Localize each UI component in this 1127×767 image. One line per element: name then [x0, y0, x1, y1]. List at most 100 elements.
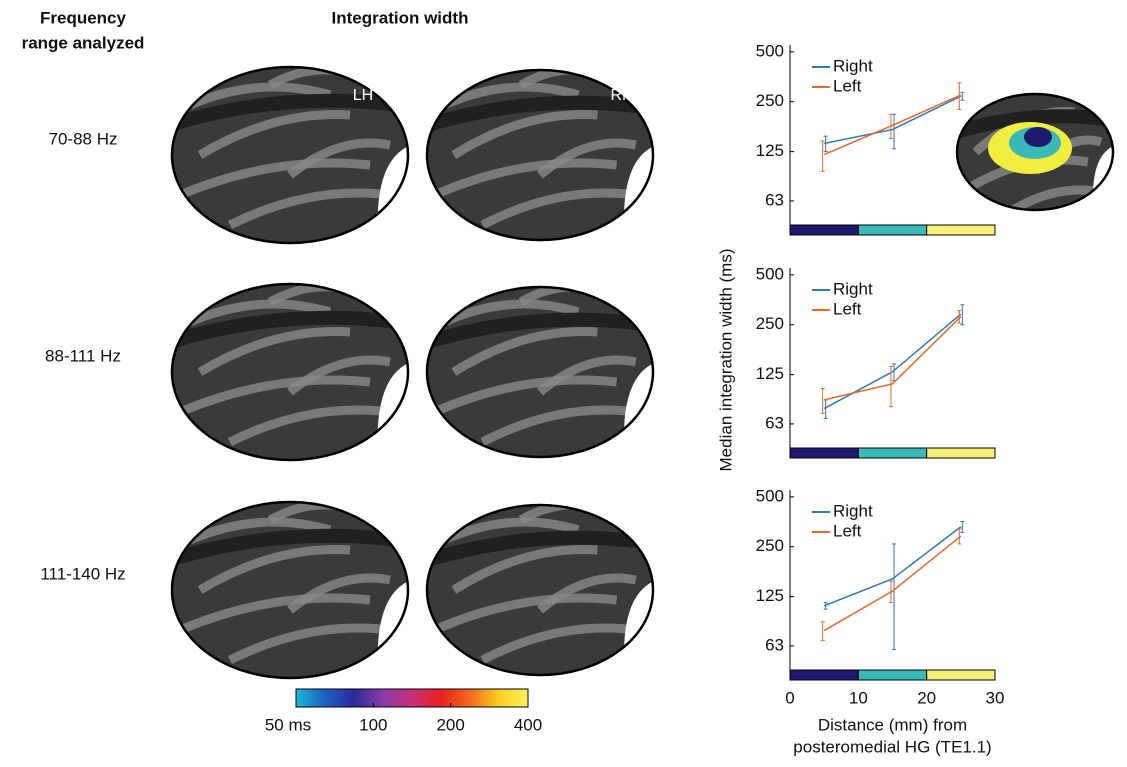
header-middle: Integration width	[332, 8, 469, 27]
brain-fold	[451, 545, 598, 594]
y-tick-label: 63	[765, 635, 784, 654]
brain-image	[427, 287, 653, 457]
x-axis-label: Distance (mm) from	[818, 715, 967, 734]
brain-fold	[442, 517, 580, 545]
hemisphere-label: LH	[353, 87, 373, 104]
error-bar	[820, 388, 825, 414]
y-tick-label: 63	[765, 413, 784, 432]
x-tick-label: 0	[785, 688, 794, 707]
brain-fold	[537, 138, 637, 179]
y-tick-label: 250	[756, 91, 784, 110]
brain-fold	[197, 327, 351, 376]
error-bar	[823, 602, 828, 610]
error-bar	[957, 309, 962, 324]
brain-fold	[432, 375, 618, 417]
x-tick-label: 30	[986, 688, 1005, 707]
x-tick-label: 20	[917, 688, 936, 707]
sulcus	[957, 109, 1113, 139]
brain-fold	[227, 405, 391, 447]
region-band	[789, 669, 859, 681]
legend-label: Right	[833, 56, 873, 75]
colorbar-tick-label: 200	[436, 715, 464, 734]
brain-outline	[170, 500, 410, 680]
brain-fold	[442, 82, 580, 110]
error-bar	[960, 521, 965, 533]
colorbar	[295, 688, 529, 708]
sulcus	[172, 93, 408, 131]
brain-fold	[432, 593, 618, 635]
sulcus	[427, 530, 653, 567]
brain-fold	[451, 110, 598, 159]
y-tick-label: 125	[756, 586, 784, 605]
brain-fold	[480, 405, 637, 446]
legend-label: Left	[833, 76, 862, 95]
region-band	[857, 447, 928, 459]
hemisphere-label: RH	[610, 87, 633, 104]
brain-fold	[442, 299, 580, 327]
brain-fold	[1022, 67, 1088, 82]
y-tick-label: 125	[756, 364, 784, 383]
error-bar	[889, 113, 893, 139]
y-tick-label: 125	[756, 141, 784, 160]
brain-fold	[432, 158, 618, 200]
error-bar	[960, 304, 965, 326]
error-bar	[889, 580, 893, 604]
brain-fold	[537, 573, 637, 614]
sulcus	[172, 528, 408, 566]
sulcus	[427, 312, 653, 349]
y-axis-label: Median integration width (ms)	[716, 249, 735, 472]
brain-outline	[955, 92, 1115, 212]
y-tick-label: 500	[756, 41, 784, 60]
brain-fold	[188, 517, 332, 545]
error-bar	[892, 113, 896, 150]
colorbar-tick-label: 400	[514, 715, 542, 734]
x-axis-label: posteromedial HG (TE1.1)	[793, 737, 991, 756]
error-bar	[960, 91, 965, 101]
brain-fold	[227, 623, 391, 665]
sulcus	[172, 310, 408, 348]
region-band	[789, 224, 859, 236]
y-tick-label: 500	[756, 264, 784, 283]
brain-outline	[170, 65, 410, 245]
legend-label: Left	[833, 299, 862, 318]
header-left: range analyzed	[22, 33, 145, 52]
region-band	[926, 447, 996, 459]
brain-fold	[227, 188, 391, 230]
brain-fold	[178, 158, 371, 200]
error-bar	[823, 399, 828, 419]
colorbar-tick-label: 50 ms	[265, 715, 311, 734]
row-label: 88-111 Hz	[45, 346, 121, 365]
y-tick-label: 250	[756, 536, 784, 555]
region-band	[789, 447, 859, 459]
brain-fold	[287, 138, 391, 179]
brain-outline	[425, 503, 655, 677]
legend-label: Right	[833, 501, 873, 520]
brain-outline	[425, 285, 655, 459]
brain-fold	[480, 623, 637, 664]
y-tick-label: 250	[756, 314, 784, 333]
error-bar	[957, 528, 962, 545]
error-bar	[820, 140, 825, 172]
brain-fold	[178, 375, 371, 417]
brain-fold	[992, 185, 1102, 210]
brain-fold	[188, 82, 332, 110]
inset-region	[1024, 127, 1052, 147]
error-bar	[820, 621, 825, 641]
line	[823, 313, 962, 410]
brain-fold	[287, 355, 391, 396]
error-bar	[823, 135, 828, 153]
line	[823, 526, 962, 607]
brain-outline	[425, 68, 655, 242]
line	[824, 95, 962, 145]
legend-label: Left	[833, 521, 862, 540]
header-left: Frequency	[40, 8, 127, 27]
y-tick-label: 63	[765, 190, 784, 209]
y-tick-label: 500	[756, 486, 784, 505]
brain-fold	[197, 545, 351, 594]
error-bar	[957, 82, 962, 110]
legend-label: Right	[833, 279, 873, 298]
brain-fold	[451, 327, 598, 376]
line	[823, 316, 962, 401]
